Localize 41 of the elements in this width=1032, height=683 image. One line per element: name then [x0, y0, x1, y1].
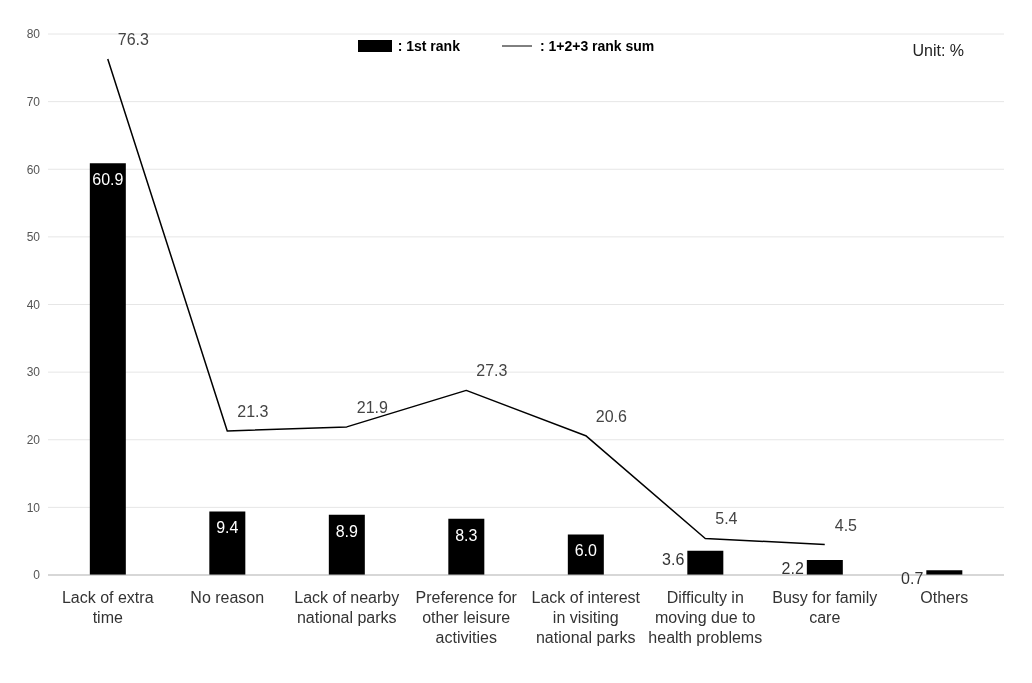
x-tick-label: Lack of interest in visiting national parks [531, 589, 641, 646]
bar [209, 511, 246, 575]
annotation: Unit: % [912, 42, 964, 60]
bar [806, 560, 843, 575]
x-tick-label: Preference for other leisure activities [415, 589, 518, 646]
x-tick-label: Others [920, 589, 969, 606]
data-label: 5.4 [715, 510, 738, 528]
data-label: 76.3 [117, 31, 149, 49]
y-tick-label: 40 [26, 297, 41, 312]
y-tick-label: 20 [26, 433, 41, 448]
x-tick-label: Difficulty in moving due to health problems [648, 589, 763, 646]
bar [89, 163, 126, 575]
data-label: 0.7 [901, 570, 924, 588]
data-label: 8.9 [335, 522, 359, 540]
y-tick-label: 60 [26, 162, 41, 177]
data-label: 8.3 [455, 526, 478, 544]
data-label: 4.5 [834, 516, 858, 534]
y-tick-label: 0 [33, 568, 41, 583]
data-label: 20.6 [595, 407, 627, 425]
data-label: 21.3 [237, 402, 269, 420]
data-label: 3.6 [662, 550, 685, 568]
x-tick-label: Busy for family care [772, 589, 878, 626]
data-label: 9.4 [216, 519, 239, 537]
legend-label: : 1+2+3 rank sum [539, 38, 655, 54]
data-label: 6.0 [574, 542, 598, 560]
bar [687, 550, 724, 575]
bar [448, 518, 485, 575]
data-label: 21.9 [356, 398, 388, 416]
x-tick-label: No reason [190, 589, 265, 606]
x-tick-label: Lack of extra time [61, 589, 154, 626]
data-label: 60.9 [92, 171, 124, 189]
y-tick-label: 80 [26, 27, 41, 42]
data-label: 27.3 [476, 362, 508, 380]
data-label: 2.2 [781, 560, 804, 578]
bar [328, 514, 365, 575]
y-tick-label: 70 [26, 94, 41, 109]
y-tick-label: 30 [26, 365, 41, 380]
x-tick-label: Lack of nearby national parks [294, 589, 400, 626]
y-tick-label: 50 [26, 230, 41, 245]
legend-label: : 1st rank [397, 38, 460, 54]
y-tick-label: 10 [26, 500, 41, 515]
